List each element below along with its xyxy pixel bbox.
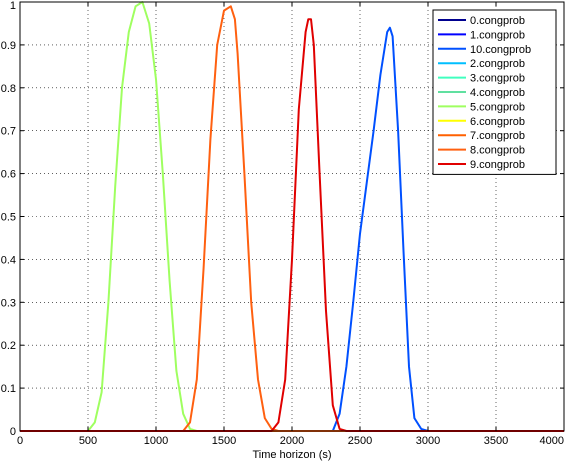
x-tick-label: 1500	[212, 435, 236, 447]
y-tick-label: 0.5	[1, 212, 16, 224]
x-tick-label: 2000	[280, 435, 304, 447]
x-tick-label: 0	[17, 435, 23, 447]
x-tick-label: 4000	[540, 435, 564, 447]
x-tick-label: 3500	[484, 435, 508, 447]
y-tick-label: 0.1	[1, 383, 16, 395]
legend-entry: 7.congprob	[470, 130, 525, 142]
legend-entry: 2.congprob	[470, 58, 525, 70]
legend-entry: 10.congprob	[470, 44, 531, 56]
y-tick-label: 0.7	[1, 126, 16, 138]
legend-entry: 0.congprob	[470, 15, 525, 27]
y-tick-label: 0.4	[1, 254, 16, 266]
legend: 0.congprob 1.congprob 10.congprob 2.congpro…	[432, 9, 557, 175]
x-axis-label: Time horizon (s)	[252, 449, 331, 461]
series-line-9-congprob	[20, 18, 564, 432]
legend-entry: 9.congprob	[470, 159, 525, 171]
x-tick-label: 500	[79, 435, 97, 447]
y-tick-label: 0	[10, 426, 16, 438]
y-tick-label: 0.8	[1, 83, 16, 95]
axis-ticks: 0 500 1000 1500 2000 2500 3000 3500 4000 0 0.1 0.2 0…	[1, 0, 565, 447]
series-line-10-congprob	[20, 26, 564, 432]
x-tick-label: 1000	[144, 435, 168, 447]
series-line-8-congprob	[20, 5, 564, 432]
y-tick-label: 0.6	[1, 169, 16, 181]
legend-entry: 6.congprob	[470, 116, 525, 128]
y-tick-label: 0.2	[1, 340, 16, 352]
x-tick-label: 2500	[348, 435, 372, 447]
legend-entry: 5.congprob	[470, 101, 525, 113]
y-tick-label: 1	[10, 0, 16, 12]
y-tick-label: 0.9	[1, 40, 16, 52]
legend-entry: 1.congprob	[470, 29, 525, 41]
legend-entry: 3.congprob	[470, 73, 525, 85]
legend-entry: 4.congprob	[470, 87, 525, 99]
x-tick-label: 3000	[416, 435, 440, 447]
legend-entry: 8.congprob	[470, 145, 525, 157]
y-tick-label: 0.3	[1, 297, 16, 309]
